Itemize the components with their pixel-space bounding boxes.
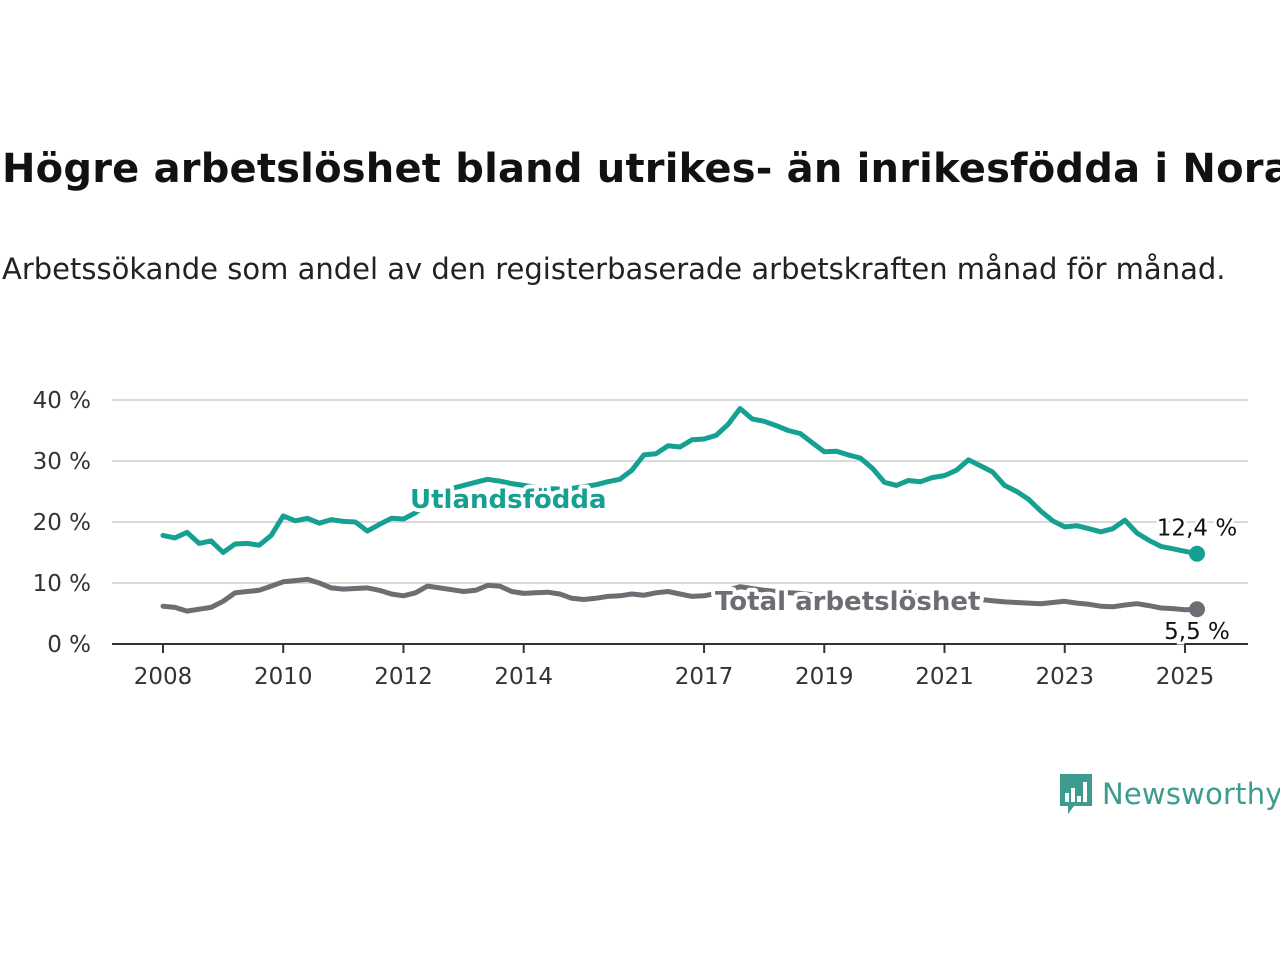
y-tick-label: 30 % [33, 449, 91, 475]
end-point-utlandsfodda [1189, 545, 1205, 562]
newsworthy-logo: Newsworthy [1058, 772, 1280, 816]
x-tick-label: 2021 [915, 664, 974, 690]
y-tick-label: 10 % [33, 571, 91, 597]
x-tick-label: 2023 [1035, 664, 1094, 690]
x-tick-label: 2012 [374, 664, 433, 690]
x-tick-label: 2017 [675, 664, 734, 690]
x-tick-label: 2019 [795, 664, 854, 690]
y-axis: 0 % 10 % 20 % 30 % 40 % [33, 388, 91, 658]
x-tick-label: 2008 [134, 664, 193, 690]
series-line-utlandsfodda [160, 406, 1200, 557]
y-tick-label: 20 % [33, 510, 91, 536]
series-line-total [160, 576, 1200, 614]
grid-lines [112, 399, 1248, 584]
series-label-utlandsfodda: Utlandsfödda [410, 485, 607, 515]
chart-title: Högre arbetslöshet bland utrikes- än inr… [2, 146, 1280, 192]
x-tick-label: 2014 [494, 664, 553, 690]
y-tick-label: 0 % [47, 632, 91, 658]
end-label-utlandsfodda: 12,4 % [1157, 516, 1237, 542]
x-tick-label: 2025 [1156, 664, 1215, 690]
x-axis: 2008 2010 2012 2014 2017 2019 2021 2023 2025 [112, 643, 1248, 690]
chart-subtitle: Arbetssökande som andel av den registerb… [2, 252, 1226, 286]
x-tick-label: 2010 [254, 664, 313, 690]
brand-name: Newsworthy [1102, 777, 1280, 811]
series-label-total: Total arbetslöshet [715, 587, 980, 617]
end-point-total [1189, 601, 1205, 618]
line-chart: 0 % 10 % 20 % 30 % 40 % 2008 2010 2012 2014 2017… [33, 388, 1248, 690]
series-labels: Utlandsfödda Total arbetslöshet 12,4 % 5,5 … [406, 481, 1240, 648]
series-lines [160, 406, 1205, 618]
end-label-total: 5,5 % [1164, 619, 1230, 645]
y-tick-label: 40 % [33, 388, 91, 414]
bar-chart-speech-bubble-icon [1060, 774, 1092, 814]
